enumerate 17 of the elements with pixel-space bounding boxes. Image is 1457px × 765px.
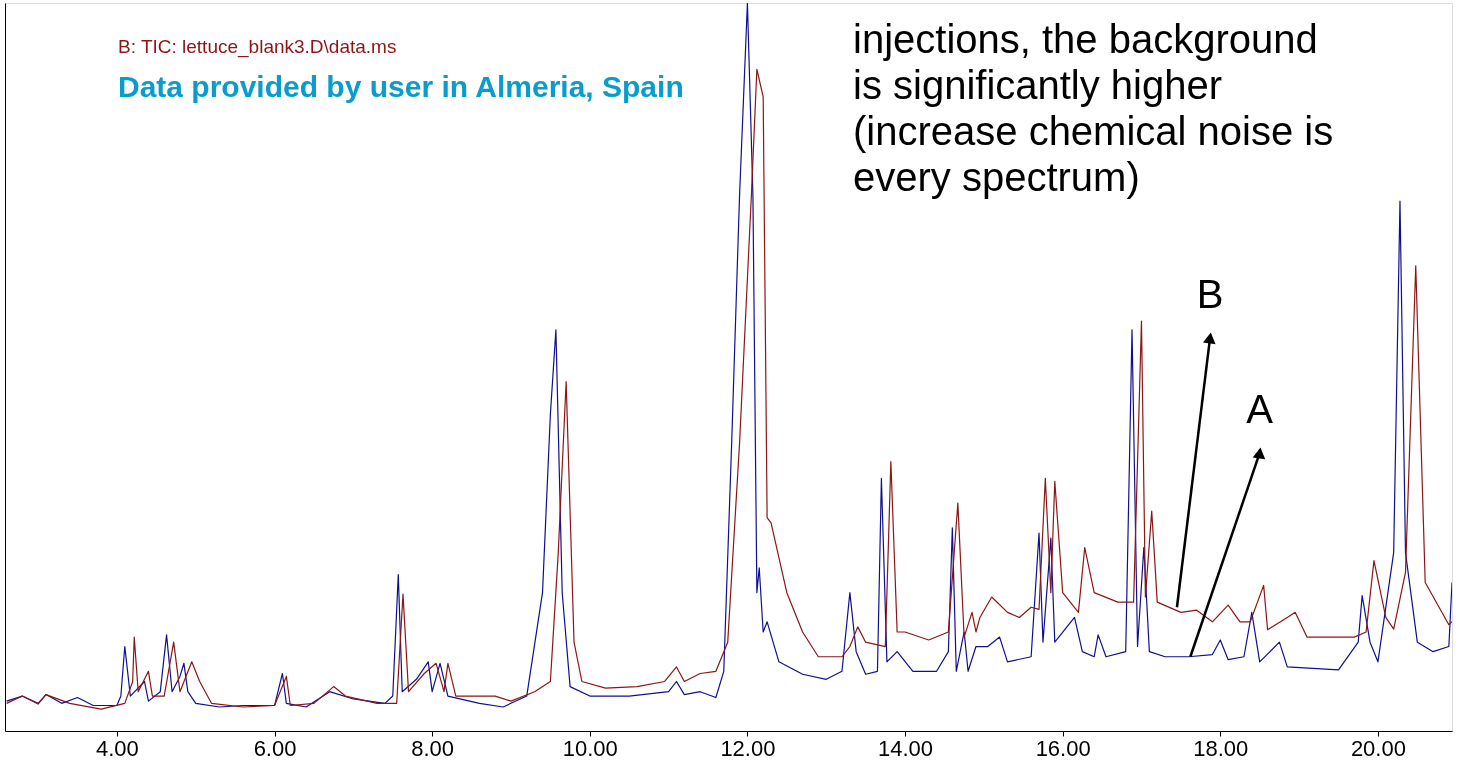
x-tick-label: 18.00 xyxy=(1193,735,1249,761)
x-tick-label: 14.00 xyxy=(878,735,934,761)
annotation: Data provided by user in Almeria, Spain xyxy=(118,70,684,103)
annotation: (increase chemical noise is xyxy=(853,109,1334,153)
x-tick-label: 10.00 xyxy=(562,735,618,761)
text: B: TIC: lettuce_blank3.D\data.ms xyxy=(118,36,397,58)
x-tick-label: 4.00 xyxy=(96,735,139,761)
x-tick-label: 20.00 xyxy=(1350,735,1406,761)
x-tick-label: 6.00 xyxy=(253,735,297,761)
x-tick-label: 16.00 xyxy=(1035,735,1091,761)
annotation: injections, the background xyxy=(853,17,1318,61)
x-tick-label: 8.00 xyxy=(411,735,455,761)
annotation: every spectrum) xyxy=(853,155,1140,199)
x-tick-label: 12.00 xyxy=(720,735,776,761)
annotation: B xyxy=(1196,271,1224,316)
annotation: A xyxy=(1246,386,1274,431)
annotation: is significantly higher xyxy=(853,63,1223,107)
